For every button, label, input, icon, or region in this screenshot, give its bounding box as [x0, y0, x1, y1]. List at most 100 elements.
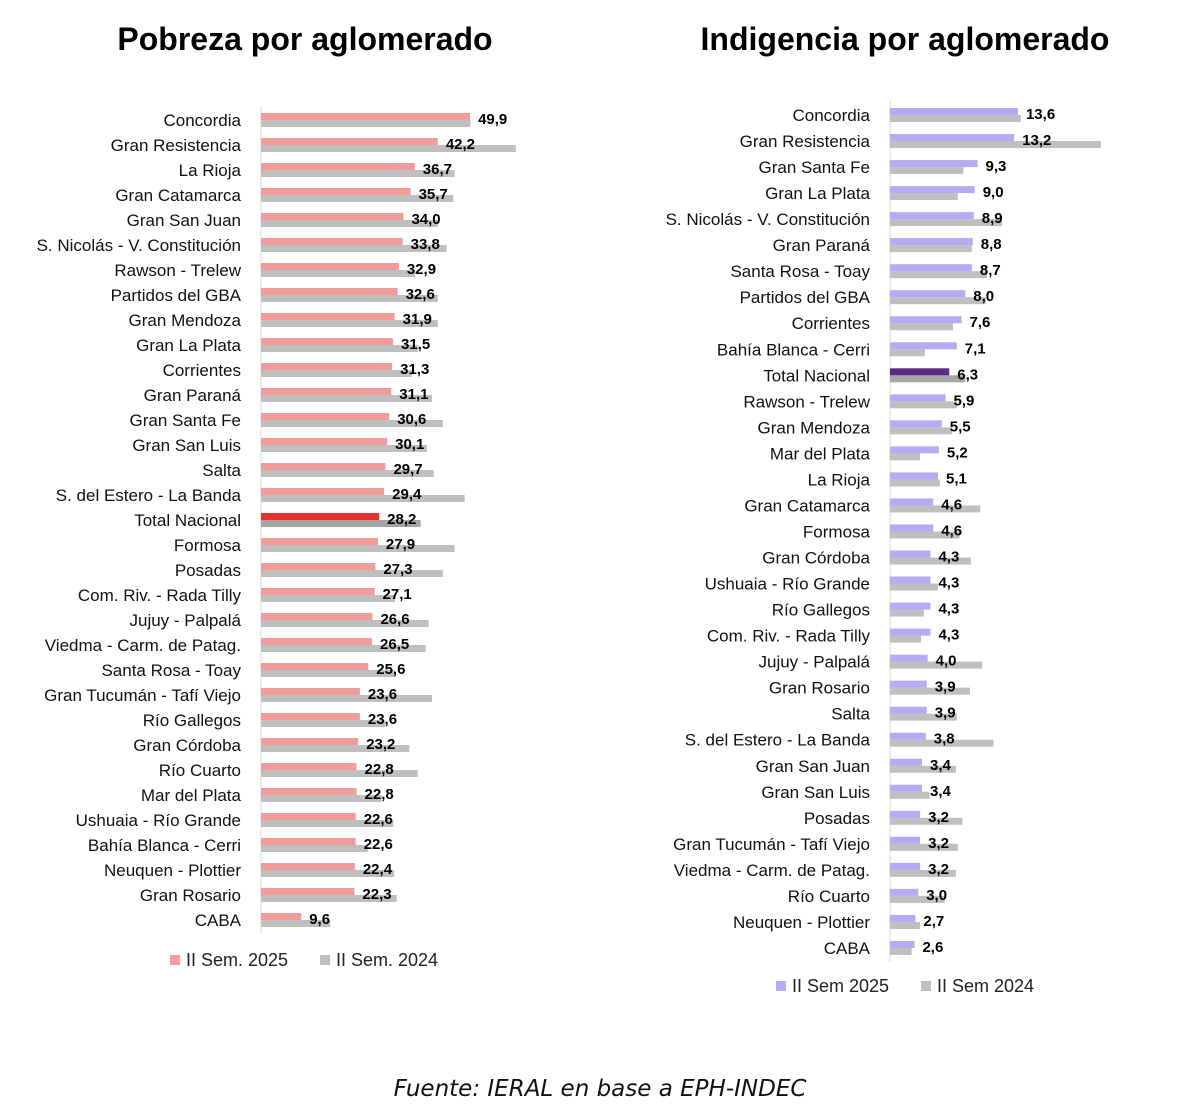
bar-2024	[261, 195, 454, 202]
bar-2025	[261, 813, 356, 820]
bar-2024	[261, 720, 386, 727]
bar-2024	[890, 271, 987, 279]
bar-2024	[890, 323, 954, 331]
bar-2024	[890, 661, 983, 669]
value-label: 3,4	[930, 757, 952, 774]
value-label: 5,1	[946, 470, 967, 487]
value-label: 49,9	[478, 111, 507, 128]
bar-2025	[261, 188, 411, 195]
bar-2025	[261, 613, 373, 620]
category-label: Bahía Blanca - Cerri	[88, 836, 241, 855]
bar-2025	[261, 513, 380, 520]
category-label: S. Nicolás - V. Constitución	[666, 210, 870, 229]
bar-2025	[261, 888, 355, 895]
category-label: Concordia	[793, 106, 871, 125]
value-label: 31,9	[403, 311, 432, 328]
bar-2025	[261, 288, 398, 295]
bar-2024	[890, 427, 953, 435]
value-label: 13,6	[1026, 106, 1055, 123]
category-label: Río Gallegos	[143, 711, 241, 730]
value-label: 34,0	[411, 211, 440, 228]
bar-2025	[261, 263, 399, 270]
bar-2024	[890, 167, 964, 175]
value-label: 29,7	[393, 461, 422, 478]
source-note: Fuente: IERAL en base a EPH-INDEC	[394, 1076, 807, 1102]
bar-2024	[890, 895, 945, 903]
category-label: Bahía Blanca - Cerri	[717, 340, 870, 359]
bar-2025	[890, 342, 957, 350]
legend-label: II Sem. 2025	[186, 950, 288, 970]
bar-2024	[261, 795, 382, 802]
bar-2025	[890, 394, 946, 402]
bar-2024	[261, 520, 421, 527]
value-label: 3,4	[930, 783, 952, 800]
bar-2025	[890, 238, 973, 246]
value-label: 28,2	[387, 511, 416, 528]
category-label: Corrientes	[792, 314, 870, 333]
category-label: Gran Santa Fe	[758, 158, 870, 177]
value-label: 9,0	[983, 184, 1004, 201]
category-label: Neuquen - Plottier	[104, 861, 241, 880]
category-label: Rawson - Trelew	[114, 261, 241, 280]
bar-2025	[890, 524, 934, 532]
category-label: Corrientes	[163, 361, 241, 380]
bar-2024	[890, 843, 958, 851]
bar-2025	[890, 758, 922, 766]
bar-2025	[890, 836, 921, 844]
category-label: Ushuaia - Río Grande	[705, 575, 870, 594]
value-label: 5,2	[947, 444, 968, 461]
category-label: Gran Resistencia	[740, 132, 871, 151]
bar-2025	[890, 680, 927, 688]
category-label: Formosa	[803, 522, 871, 541]
category-label: Gran Catamarca	[115, 186, 241, 205]
value-label: 25,6	[376, 661, 405, 678]
category-label: Partidos del GBA	[111, 286, 242, 305]
bar-2024	[890, 349, 925, 357]
bar-2024	[261, 345, 418, 352]
bar-2025	[890, 784, 922, 792]
category-label: Viedma - Carm. de Patag.	[674, 861, 870, 880]
bar-2025	[261, 738, 359, 745]
chart-title-indigencia: Indigencia por aglomerado	[701, 21, 1110, 57]
bar-2024	[890, 713, 957, 721]
bar-2025	[890, 550, 931, 558]
value-label: 23,2	[366, 736, 395, 753]
legend-swatch	[921, 981, 931, 991]
value-label: 3,8	[934, 731, 955, 748]
bar-2024	[890, 115, 1021, 122]
value-label: 31,5	[401, 336, 430, 353]
bar-2024	[261, 595, 396, 602]
bar-2024	[261, 895, 397, 902]
bar-2024	[890, 635, 922, 643]
legend-swatch	[776, 981, 786, 991]
bar-2024	[261, 820, 394, 827]
pobreza-chart: Concordia 49,9 Gran Resistencia 42,2 La Rioj…	[37, 106, 516, 970]
value-label: 30,6	[397, 411, 426, 428]
bar-2024	[890, 739, 994, 747]
category-label: Gran Paraná	[773, 236, 871, 255]
bar-2025	[890, 368, 950, 376]
bar-2025	[261, 488, 385, 495]
bar-2025	[890, 888, 919, 896]
bar-2024	[261, 445, 427, 452]
value-label: 22,8	[365, 786, 394, 803]
bar-2024	[890, 245, 972, 253]
category-label: S. del Estero - La Banda	[56, 486, 242, 505]
value-label: 9,3	[986, 158, 1007, 175]
bar-2025	[890, 576, 931, 584]
bar-2025	[890, 264, 972, 272]
category-label: Viedma - Carm. de Patag.	[45, 636, 241, 655]
category-label: Gran Santa Fe	[129, 411, 241, 430]
category-label: Gran San Luis	[761, 783, 870, 802]
value-label: 22,8	[365, 761, 394, 778]
category-label: Salta	[831, 705, 870, 724]
category-label: Total Nacional	[134, 511, 241, 530]
value-label: 2,7	[923, 913, 944, 930]
value-label: 7,6	[970, 314, 991, 331]
value-label: 4,3	[938, 549, 959, 566]
value-label: 13,2	[1022, 132, 1051, 149]
category-label: Jujuy - Palpalá	[129, 611, 241, 630]
value-label: 27,9	[386, 536, 415, 553]
bar-2024	[261, 495, 465, 502]
category-label: Gran Catamarca	[744, 496, 870, 515]
